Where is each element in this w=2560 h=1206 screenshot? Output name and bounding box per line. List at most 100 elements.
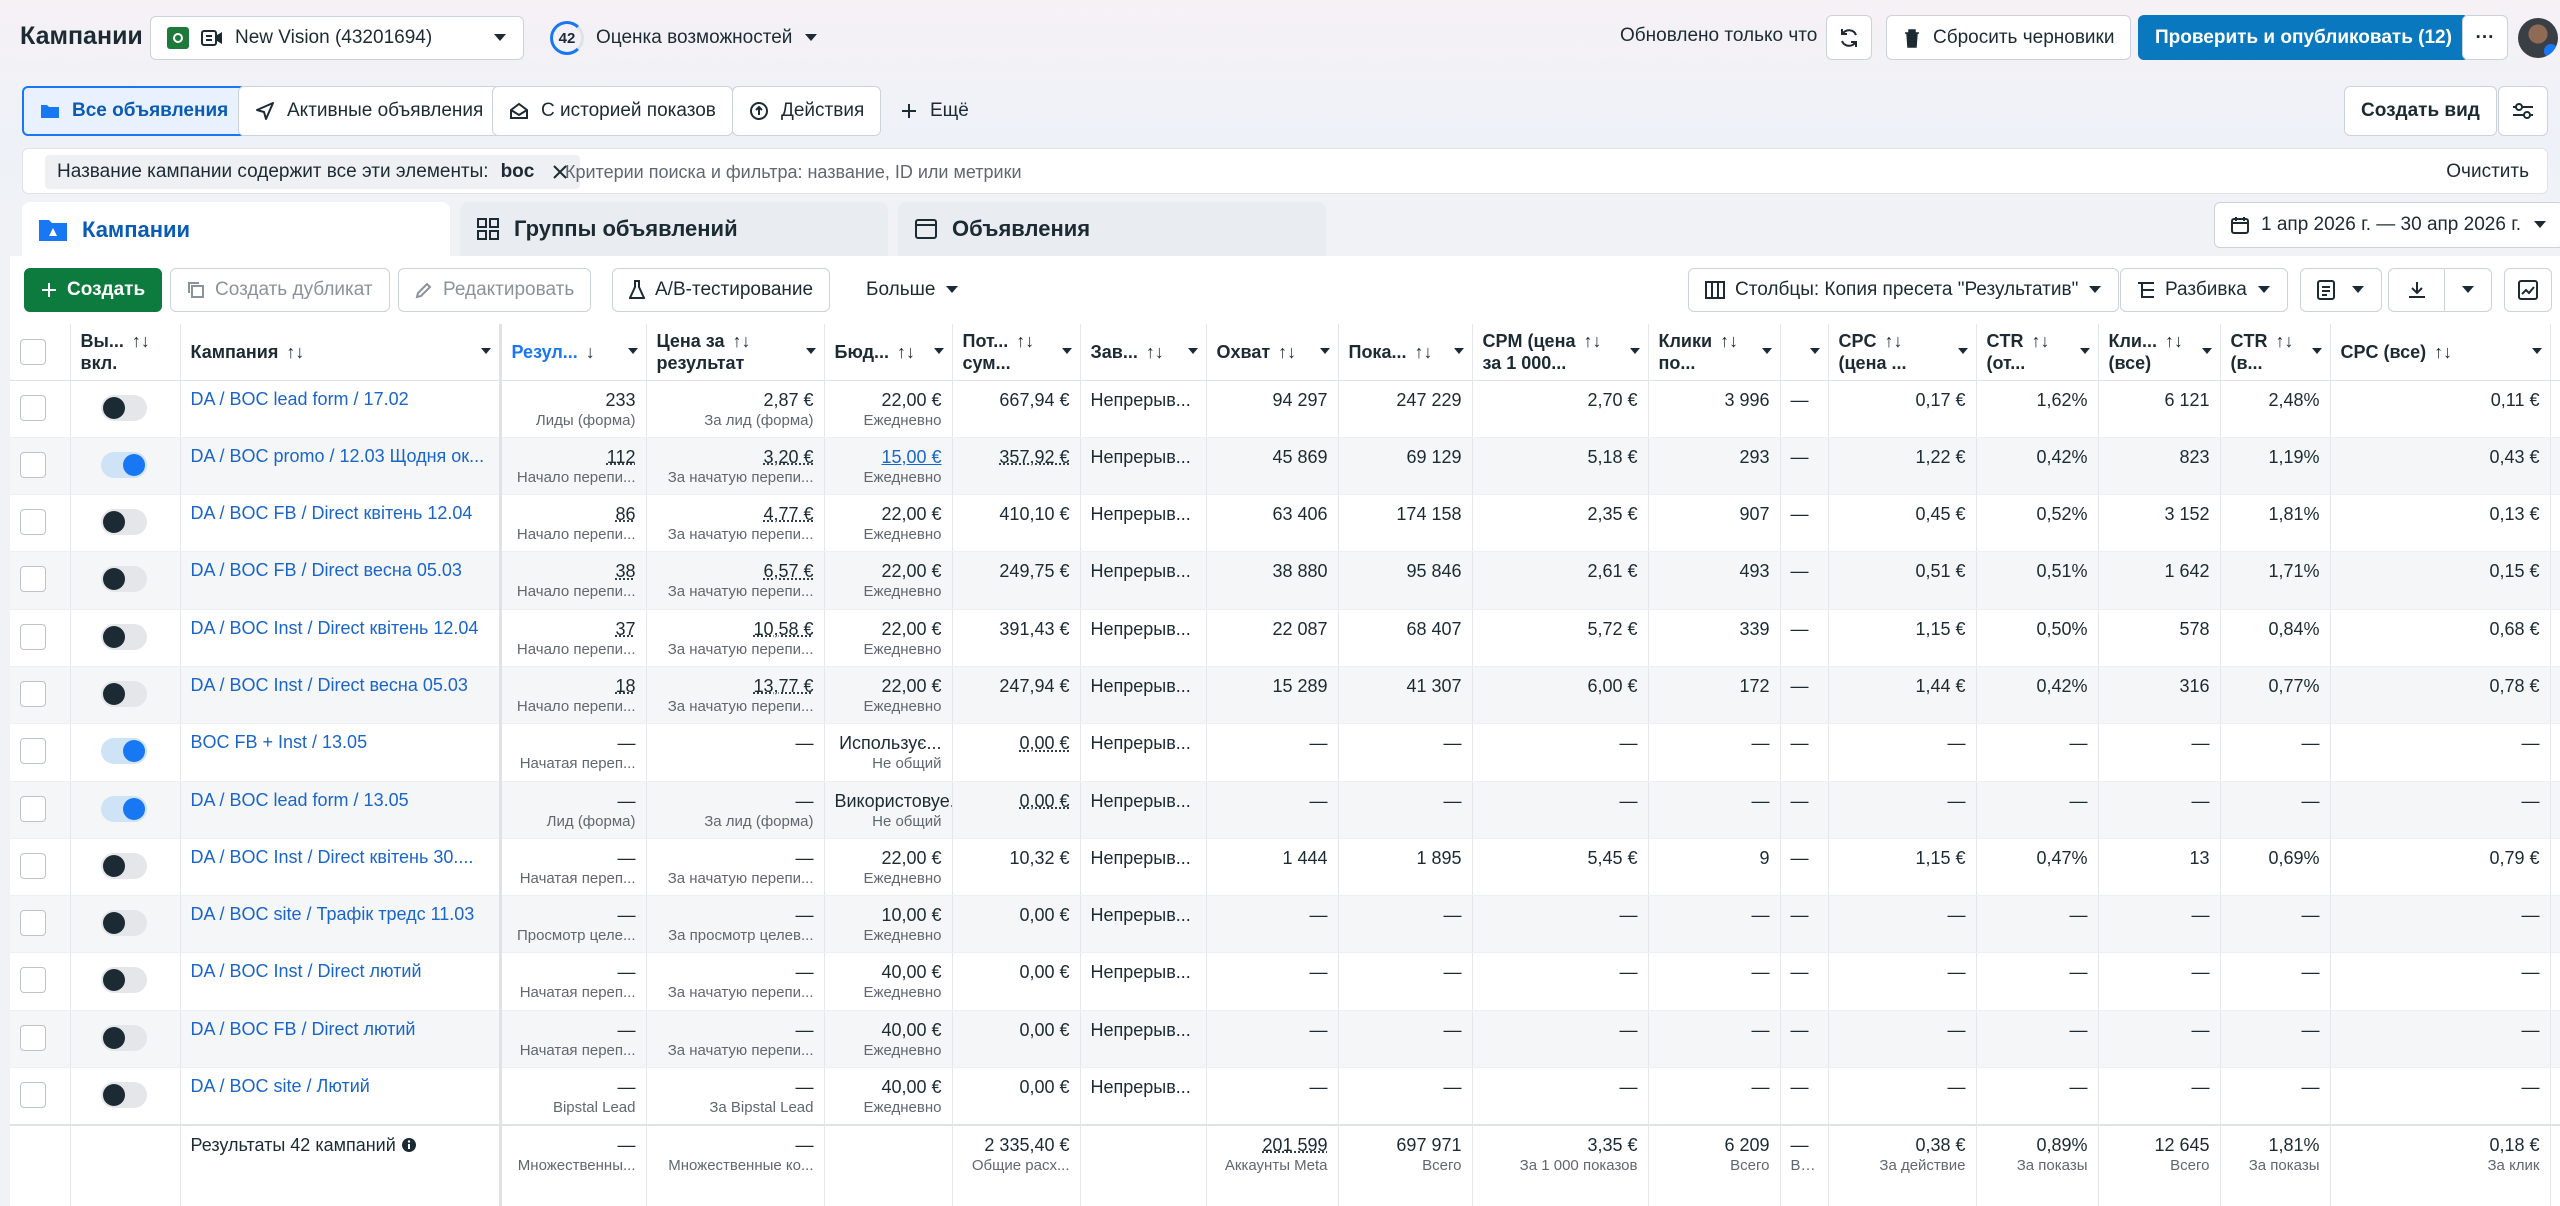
row-checkbox[interactable] (20, 566, 46, 593)
delivery-toggle[interactable] (100, 910, 147, 937)
tab-ads[interactable]: Объявления (898, 202, 1326, 256)
campaign-name-link[interactable]: DA / BOC Inst / Direct весна 05.03 (190, 674, 468, 695)
campaign-name-link[interactable]: DA / BOC Inst / Direct квітень 12.04 (190, 617, 479, 638)
delivery-toggle[interactable] (100, 852, 147, 879)
column-header-ends[interactable]: Зав... ↑↓ (1080, 324, 1207, 381)
sort-icon[interactable]: ↑↓ (2275, 330, 2294, 351)
campaign-name-link[interactable]: DA / BOC Inst / Direct квітень 30.... (190, 846, 474, 867)
campaign-name-cell[interactable]: DA / BOC lead form / 17.02 (180, 380, 502, 438)
delivery-toggle[interactable] (100, 795, 147, 822)
column-header-ctr-all[interactable]: CTR ↑↓ (в... (2220, 324, 2331, 381)
row-checkbox[interactable] (20, 1024, 46, 1051)
filter-chip[interactable]: Название кампании содержит все эти элеме… (45, 155, 581, 189)
search-filter-bar[interactable]: Название кампании содержит все эти элеме… (22, 148, 2548, 194)
campaign-name-cell[interactable]: DA / BOC promo / 12.03 Щодня ок... (180, 437, 502, 496)
delivery-toggle[interactable] (100, 1024, 147, 1051)
column-menu-caret-icon[interactable] (2201, 348, 2212, 354)
column-menu-caret-icon[interactable] (1629, 348, 1640, 354)
row-select-cell[interactable] (10, 952, 71, 1011)
column-menu-caret-icon[interactable] (1761, 348, 1772, 354)
campaign-name-link[interactable]: DA / BOC lead form / 13.05 (190, 789, 409, 810)
column-header-clicks-all[interactable]: Кли... ↑↓ (все) (2098, 324, 2221, 381)
delivery-toggle-cell[interactable] (70, 838, 181, 897)
campaign-name-link[interactable]: DA / BOC FB / Direct весна 05.03 (190, 560, 462, 581)
column-menu-caret-icon[interactable] (1319, 348, 1330, 354)
table-row[interactable]: DA / BOC FB / Direct весна 05.03 38 Начало… (10, 551, 2560, 610)
sort-icon[interactable]: ↑↓ (1278, 341, 1297, 362)
row-checkbox[interactable] (20, 967, 46, 994)
column-header-budget[interactable]: Бюд... ↑↓ (824, 324, 953, 381)
column-header-more[interactable]: Цц (2550, 324, 2560, 381)
sort-icon[interactable]: ↑↓ (1145, 341, 1164, 362)
campaign-name-cell[interactable]: DA / BOC Inst / Direct квітень 30.... (180, 838, 502, 897)
row-select-cell[interactable] (10, 838, 71, 897)
column-menu-caret-icon[interactable] (2079, 348, 2090, 354)
review-publish-button[interactable]: Проверить и опубликовать (12) (2138, 15, 2469, 60)
sort-icon[interactable]: ↑↓ (131, 330, 150, 351)
table-row[interactable]: DA / BOC site / Трафік тредс 11.03— Просм… (10, 895, 2560, 954)
column-header-impressions[interactable]: Пока... ↑↓ (1338, 324, 1473, 381)
column-menu-caret-icon[interactable] (1187, 348, 1198, 354)
delivery-toggle-cell[interactable] (70, 952, 181, 1011)
column-header-ctr[interactable]: CTR ↑↓ (от... (1976, 324, 2099, 381)
row-select-cell[interactable] (10, 380, 71, 438)
delivery-toggle-cell[interactable] (70, 380, 181, 438)
delivery-toggle[interactable] (100, 566, 147, 593)
delivery-toggle-cell[interactable] (70, 666, 181, 725)
campaign-name-cell[interactable]: DA / BOC site / Лютий (180, 1067, 502, 1126)
table-row[interactable]: DA / BOC FB / Direct квітень 12.04 86 Нача… (10, 494, 2560, 553)
view-tab-with-delivery[interactable]: С историей показов (492, 86, 733, 136)
clear-filters-button[interactable]: Очистить (2446, 161, 2529, 182)
row-select-cell[interactable] (10, 1067, 71, 1126)
delivery-toggle-cell[interactable] (70, 781, 181, 839)
row-checkbox[interactable] (20, 738, 46, 765)
column-menu-caret-icon[interactable] (2531, 348, 2542, 354)
tab-ad-sets[interactable]: Группы объявлений (460, 202, 888, 256)
column-header-amount-spent[interactable]: Пот... ↑↓ сум... (952, 324, 1081, 381)
campaign-name-link[interactable]: BOC FB + Inst / 13.05 (190, 732, 368, 753)
row-checkbox[interactable] (20, 795, 46, 822)
row-checkbox[interactable] (20, 1082, 46, 1109)
view-tab-more[interactable]: Ещё (884, 86, 985, 136)
discard-drafts-button[interactable]: Сбросить черновики (1886, 15, 2132, 60)
table-row[interactable]: DA / BOC FB / Direct лютий — Начатая переп… (10, 1010, 2560, 1069)
duplicate-button[interactable]: Создать дубликат (170, 268, 390, 312)
campaign-name-link[interactable]: DA / BOC Inst / Direct лютий (190, 961, 422, 982)
download-icon[interactable] (2389, 269, 2445, 311)
row-select-cell[interactable] (10, 437, 71, 496)
reports-button[interactable] (2300, 268, 2382, 312)
refresh-button[interactable] (1826, 15, 1872, 60)
row-checkbox[interactable] (20, 852, 46, 879)
delivery-toggle[interactable] (100, 623, 147, 650)
row-select-cell[interactable] (10, 1010, 71, 1069)
row-checkbox[interactable] (20, 623, 46, 650)
campaign-name-cell[interactable]: DA / BOC Inst / Direct лютий (180, 952, 502, 1011)
sort-icon[interactable]: ↑↓ (286, 341, 305, 362)
view-tab-all-ads[interactable]: Все объявления (22, 86, 247, 136)
campaign-name-cell[interactable]: BOC FB + Inst / 13.05 (180, 723, 502, 782)
row-checkbox[interactable] (20, 394, 46, 421)
column-header-link-clicks[interactable]: Клики ↑↓ по... (1648, 324, 1781, 381)
column-menu-caret-icon[interactable] (1453, 348, 1464, 354)
delivery-toggle-cell[interactable] (70, 723, 181, 782)
column-menu-caret-icon[interactable] (1809, 348, 1820, 354)
tab-campaigns[interactable]: Кампании (22, 202, 450, 258)
close-icon[interactable] (552, 164, 568, 180)
delivery-toggle[interactable] (100, 394, 147, 421)
sort-icon[interactable]: ↑↓ (2031, 330, 2050, 351)
column-header-cost-per-result[interactable]: Цена за ↑↓ результат (646, 324, 825, 381)
sort-icon[interactable]: ↑↓ (2434, 341, 2453, 362)
create-button[interactable]: Создать (24, 268, 163, 312)
campaign-name-link[interactable]: DA / BOC lead form / 17.02 (190, 388, 409, 409)
column-header-reach[interactable]: Охват ↑↓ (1206, 324, 1339, 381)
export-button[interactable] (2388, 268, 2492, 312)
sort-icon[interactable]: ↑↓ (1016, 330, 1035, 351)
column-header-cpc[interactable]: CPC ↑↓ (цена ... (1828, 324, 1977, 381)
columns-preset-button[interactable]: Столбцы: Копия пресета "Результатив" (1688, 268, 2120, 312)
breakdown-button[interactable]: Разбивка (2120, 268, 2288, 312)
table-row[interactable]: DA / BOC Inst / Direct весна 05.03 18 Нача… (10, 666, 2560, 725)
column-header-extra[interactable] (1780, 324, 1829, 381)
delivery-toggle-cell[interactable] (70, 1067, 181, 1126)
delivery-toggle[interactable] (100, 967, 147, 994)
delivery-toggle-cell[interactable] (70, 895, 181, 954)
